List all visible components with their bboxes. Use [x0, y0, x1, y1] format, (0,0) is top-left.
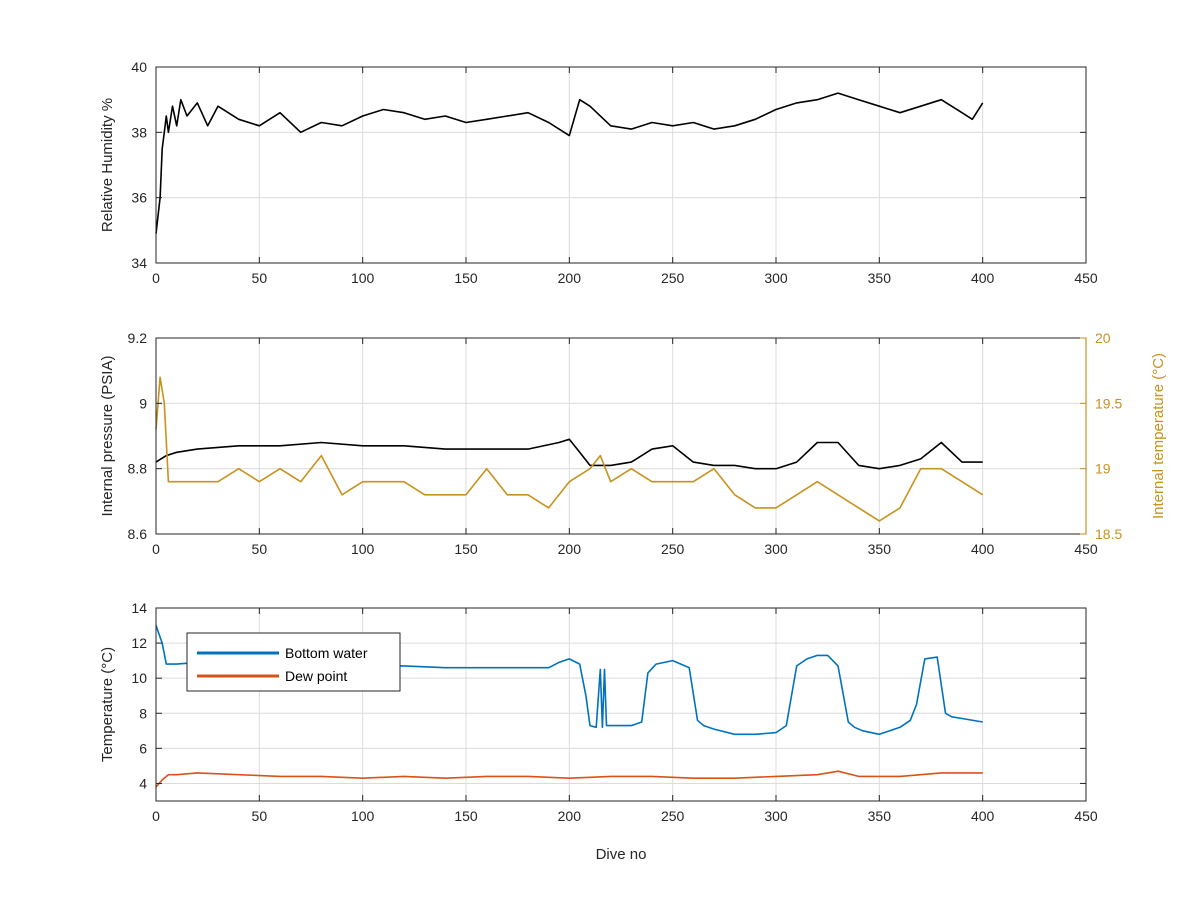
x-tick-label: 300 [764, 270, 788, 286]
x-tick-label: 350 [868, 541, 892, 557]
plot-area [156, 338, 1086, 534]
legend-entry-label: Dew point [285, 668, 347, 684]
y-tick-label: 8.6 [128, 526, 148, 542]
x-tick-label: 0 [152, 541, 160, 557]
x-tick-label: 250 [661, 541, 685, 557]
legend-entry-label: Bottom water [285, 645, 368, 661]
y-tick-label: 14 [131, 600, 147, 616]
y-tick-label: 10 [131, 670, 147, 686]
x-tick-label: 0 [152, 270, 160, 286]
x-tick-label: 150 [454, 270, 478, 286]
y-tick-label: 12 [131, 635, 147, 651]
x-tick-label: 400 [971, 270, 995, 286]
x-tick-label: 200 [558, 808, 582, 824]
legend: Bottom water Dew point [186, 632, 401, 692]
x-tick-label: 200 [558, 541, 582, 557]
plot-area [156, 67, 1086, 263]
y-tick-label: 6 [139, 740, 147, 756]
y-axis-label: Internal pressure (PSIA) [99, 356, 116, 517]
x-tick-label: 350 [868, 808, 892, 824]
x-tick-label: 0 [152, 808, 160, 824]
x-tick-label: 250 [661, 808, 685, 824]
legend-box [186, 632, 401, 692]
x-tick-label: 50 [252, 541, 268, 557]
x-tick-label: 150 [454, 541, 478, 557]
y-tick-label: 9.2 [128, 330, 148, 346]
y-tick-label: 36 [131, 190, 147, 206]
x-tick-label: 400 [971, 541, 995, 557]
y2-tick-label: 20 [1095, 330, 1111, 346]
y2-tick-label: 19 [1095, 461, 1111, 477]
y-tick-label: 34 [131, 255, 147, 271]
y-tick-label: 40 [131, 59, 147, 75]
x-tick-label: 400 [971, 808, 995, 824]
x-tick-label: 450 [1074, 541, 1098, 557]
x-tick-label: 350 [868, 270, 892, 286]
x-tick-label: 100 [351, 808, 375, 824]
chart-panel-1: 0 50 100 150 200 250 300 350 400 450 34 36 38 40 Relat… [99, 59, 1098, 286]
y-axis-label: Relative Humidity % [99, 98, 116, 232]
axes-box [155, 66, 1087, 264]
y-tick-label: 4 [139, 775, 147, 791]
x-tick-label: 100 [351, 270, 375, 286]
y-axis-label: Temperature (°C) [99, 647, 116, 762]
x-tick-label: 200 [558, 270, 582, 286]
x-tick-label: 150 [454, 808, 478, 824]
series-line-2-1 [155, 438, 983, 470]
x-tick-label: 300 [764, 541, 788, 557]
y2-tick-label: 19.5 [1095, 395, 1122, 411]
x-tick-label: 50 [252, 270, 268, 286]
y2-tick-label: 18.5 [1095, 526, 1122, 542]
y-tick-label: 8.8 [128, 461, 148, 477]
y2-axis-label: Internal temperature (°C) [1150, 353, 1167, 519]
x-tick-label: 450 [1074, 808, 1098, 824]
y-tick-label: 8 [139, 705, 147, 721]
series-line-dew-point [155, 770, 983, 788]
x-tick-label: 50 [252, 808, 268, 824]
series-line-1-1 [155, 92, 984, 234]
x-axis-label: Dive no [596, 846, 647, 863]
x-tick-label: 300 [764, 808, 788, 824]
y-tick-label: 9 [139, 395, 147, 411]
x-tick-label: 100 [351, 541, 375, 557]
x-tick-label: 250 [661, 270, 685, 286]
y-tick-label: 38 [131, 124, 147, 140]
x-tick-label: 450 [1074, 270, 1098, 286]
series-line-2-2 [155, 376, 984, 522]
chart-panel-2: 0 50 100 150 200 250 300 350 400 450 8.6 8.8 9 9.2 18.… [99, 330, 1167, 557]
axes-box [155, 607, 1087, 802]
series-line-bottom-water [155, 625, 983, 736]
chart-panel-3: 0 50 100 150 200 250 300 350 400 450 4 6 8 10 12 14 Temp… [99, 600, 1098, 863]
